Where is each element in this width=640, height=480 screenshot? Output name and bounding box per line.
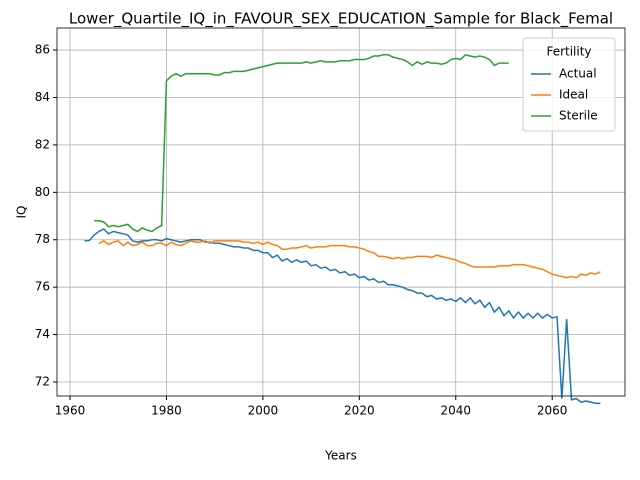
legend-label: Actual <box>559 67 597 81</box>
legend-label: Ideal <box>559 88 588 102</box>
y-tick-label: 86 <box>35 43 50 57</box>
y-tick-label: 84 <box>35 90 50 104</box>
line-series <box>98 240 601 279</box>
y-tick-label: 82 <box>35 137 50 151</box>
plot-frame <box>56 27 626 397</box>
x-tick-label: 1980 <box>151 404 182 418</box>
x-tick-label: 1960 <box>55 404 86 418</box>
chart-title: Lower_Quartile_IQ_in_FAVOUR_SEX_EDUCATIO… <box>69 10 613 29</box>
y-tick-label: 76 <box>35 280 50 294</box>
line-series <box>94 53 509 233</box>
legend-title: Fertility <box>546 45 591 59</box>
x-tick-label: 2060 <box>537 404 568 418</box>
x-tick-label: 2040 <box>440 404 471 418</box>
x-tick-label: 2020 <box>344 404 375 418</box>
legend-box <box>522 37 616 132</box>
x-axis-label: Years <box>324 449 357 463</box>
y-axis-label: IQ <box>15 206 29 219</box>
y-tick-label: 80 <box>35 185 50 199</box>
line-series <box>84 228 601 405</box>
y-tick-label: 72 <box>35 375 50 389</box>
y-tick-label: 78 <box>35 232 50 246</box>
x-tick-label: 2000 <box>248 404 279 418</box>
legend-label: Sterile <box>559 109 598 123</box>
y-tick-label: 74 <box>35 327 50 341</box>
